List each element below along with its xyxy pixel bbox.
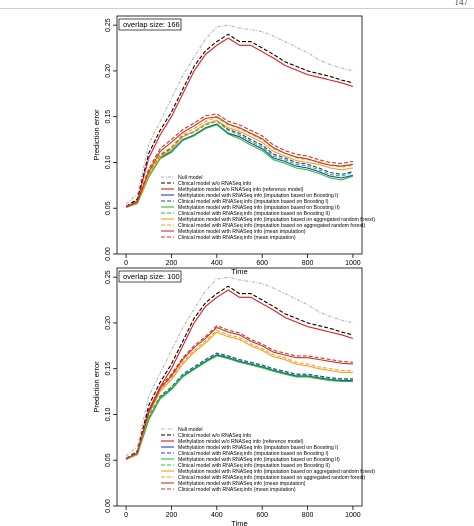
legend-entry: Methylation model w/o RNASeq info (refer… (178, 187, 304, 193)
y-tick-label: 0.15 (105, 362, 112, 376)
series-line (125, 24, 354, 205)
x-axis-label: Time (231, 267, 247, 276)
legend-entry: Clinical model w/o RNASeq info (178, 181, 251, 187)
legend-entry: Clinical model with RNASeq info (imputat… (178, 451, 329, 457)
series-line (125, 123, 354, 208)
series-line (125, 285, 354, 459)
series-line (125, 276, 354, 457)
series-line (125, 326, 353, 460)
legend-entry: Clinical model with RNASeq info (mean im… (178, 235, 296, 241)
series-line (125, 354, 353, 460)
page-number: 147 (454, 0, 469, 7)
x-tick-label: 800 (302, 260, 314, 267)
overlap-annotation-text: overlap size: 166 (123, 20, 180, 29)
y-axis-label: Prediction error (92, 109, 101, 161)
y-tick-label: 0.05 (105, 453, 112, 467)
x-axis-label: Time (231, 519, 247, 526)
x-tick-label: 400 (211, 260, 223, 267)
series-line (125, 329, 353, 459)
series-line (125, 331, 353, 460)
series-line (125, 116, 353, 208)
x-tick-label: 200 (166, 260, 178, 267)
legend-entry: Clinical model w/o RNASeq info (178, 433, 251, 439)
legend-entry: Methylation model with RNASeq info (impu… (178, 445, 339, 451)
y-axis-label: Prediction error (92, 361, 101, 413)
series-line (125, 119, 354, 207)
legend-entry: Methylation model with RNASeq info (impu… (178, 205, 340, 211)
y-tick-label: 0.25 (105, 18, 112, 32)
legend-entry: Clinical model with RNASeq info (imputat… (178, 199, 329, 205)
y-tick-label: 0.05 (105, 201, 112, 215)
y-tick-label: 0.25 (105, 270, 112, 284)
x-tick-label: 1000 (345, 260, 361, 267)
x-tick-label: 400 (211, 512, 223, 519)
legend-entry: Methylation model with RNASeq info (impu… (178, 193, 339, 199)
overlap-annotation: overlap size: 166 (118, 18, 182, 31)
y-tick-label: 0.00 (105, 499, 112, 513)
legend-entry: Clinical model with RNASeq info (mean im… (178, 487, 296, 493)
overlap-annotation: overlap size: 100 (118, 270, 182, 283)
legend-entry: Clinical model with RNASeq info (imputat… (178, 463, 330, 469)
series-line (125, 37, 354, 208)
x-tick-label: 1000 (345, 512, 361, 519)
legend-entry: Clinical model with RNASeq info (imputat… (178, 475, 365, 481)
series-line (125, 124, 354, 208)
legend-entry: Methylation model with RNASeq info (mean… (178, 481, 306, 487)
series-line (125, 119, 353, 208)
series-line (125, 355, 353, 460)
series-line (125, 325, 353, 459)
x-tick-label: 800 (302, 512, 314, 519)
legend-entry: Methylation model with RNASeq info (impu… (178, 469, 375, 475)
x-tick-label: 200 (166, 512, 178, 519)
series-line (125, 33, 354, 207)
header-rule (0, 8, 474, 9)
x-tick-label: 600 (256, 260, 268, 267)
series-line (125, 113, 353, 207)
legend-entry: Null model (178, 175, 203, 181)
legend-entry: Clinical model with RNASeq info (imputat… (178, 223, 365, 229)
y-tick-label: 0.20 (105, 64, 112, 78)
y-tick-label: 0.15 (105, 110, 112, 124)
x-tick-label: 0 (124, 260, 128, 267)
series-line (125, 352, 353, 459)
legend-entry: Methylation model with RNASeq info (impu… (178, 457, 340, 463)
y-tick-label: 0.20 (105, 316, 112, 330)
y-tick-label: 0.10 (105, 408, 112, 422)
plot-frame (116, 267, 363, 507)
legend-entry: Methylation model with RNASeq info (impu… (178, 217, 375, 223)
plot-frame (116, 15, 363, 255)
series-line (125, 289, 354, 460)
legend-entry: Clinical model with RNASeq info (imputat… (178, 211, 330, 217)
overlap-annotation-text: overlap size: 100 (123, 272, 180, 281)
series-line (125, 353, 353, 459)
x-tick-label: 0 (124, 512, 128, 519)
y-tick-label: 0.00 (105, 247, 112, 261)
legend-entry: Methylation model with RNASeq info (mean… (178, 229, 306, 235)
x-tick-label: 600 (256, 512, 268, 519)
legend-entry: Null model (178, 427, 203, 433)
series-line (125, 120, 354, 207)
legend-entry: Methylation model w/o RNASeq info (refer… (178, 439, 304, 445)
y-tick-label: 0.10 (105, 156, 112, 170)
